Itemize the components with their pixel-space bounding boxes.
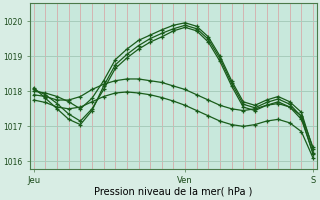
X-axis label: Pression niveau de la mer( hPa ): Pression niveau de la mer( hPa ) bbox=[94, 187, 252, 197]
